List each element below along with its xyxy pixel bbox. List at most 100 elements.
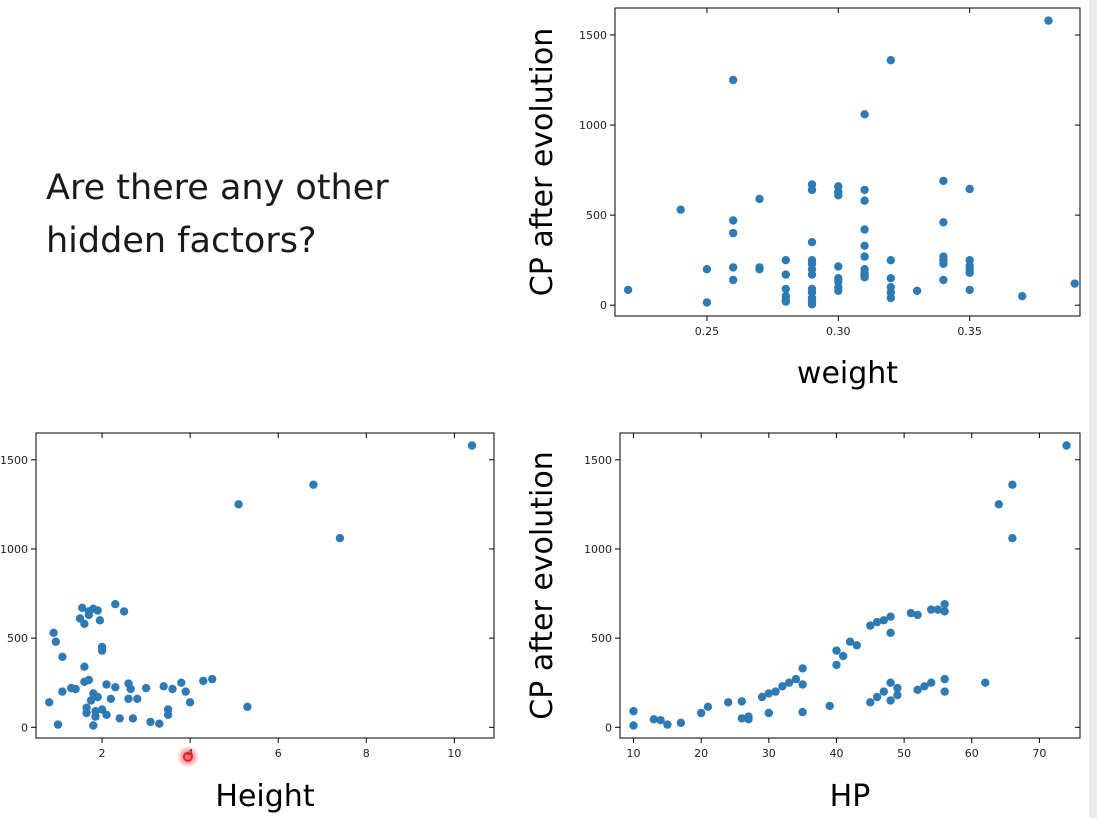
data-point [834, 286, 843, 295]
data-point [860, 185, 869, 195]
data-point [939, 259, 948, 268]
data-point [676, 718, 686, 727]
data-point [335, 534, 345, 543]
data-point [243, 702, 252, 711]
data-point [629, 721, 638, 730]
x-tick-label: 6 [275, 747, 282, 760]
data-point [798, 707, 807, 717]
data-point [119, 607, 129, 616]
data-point [623, 285, 633, 295]
x-tick-label: 10 [447, 747, 461, 760]
data-point [886, 56, 895, 65]
data-point [737, 697, 746, 706]
data-point [102, 680, 111, 689]
data-point [933, 605, 943, 614]
x-tick-label: 0.25 [695, 325, 720, 338]
data-point [84, 610, 94, 620]
data-point [1070, 279, 1079, 288]
y-axis-label: CP after evolution [525, 451, 560, 719]
data-point [807, 270, 817, 279]
x-axis-label: HP [830, 779, 871, 814]
data-point [798, 664, 807, 673]
data-point [757, 692, 767, 702]
data-point [860, 241, 869, 250]
data-point [940, 674, 949, 684]
data-point [45, 698, 54, 707]
data-point [781, 256, 790, 265]
data-point [128, 714, 138, 723]
data-point [84, 675, 94, 685]
data-point [663, 720, 672, 729]
data-point [886, 256, 895, 265]
data-point [1018, 292, 1027, 301]
data-point [886, 678, 895, 687]
data-point [965, 285, 974, 295]
data-point [784, 678, 794, 687]
data-point [893, 691, 902, 700]
y-tick-label: 1000 [584, 543, 612, 556]
data-point [181, 687, 190, 696]
x-tick-label: 0.30 [826, 325, 851, 338]
data-point [163, 710, 173, 719]
data-point [141, 683, 151, 693]
data-point [913, 610, 922, 620]
x-tick-label: 30 [762, 747, 776, 760]
x-axis-label: Height [215, 779, 314, 814]
y-tick-label: 1500 [0, 454, 28, 467]
data-point [126, 684, 135, 694]
data-point [852, 641, 861, 650]
data-point [1044, 16, 1053, 25]
cursor-glow [176, 745, 199, 768]
y-tick-label: 1500 [584, 454, 612, 467]
data-point [872, 617, 882, 627]
data-point [771, 687, 780, 696]
y-tick-label: 500 [7, 632, 28, 645]
data-point [71, 684, 80, 694]
data-point [58, 652, 67, 661]
data-point [115, 714, 124, 723]
data-point [309, 480, 318, 489]
data-point [106, 694, 116, 703]
data-point [965, 268, 974, 277]
data-point [1008, 534, 1017, 543]
data-point [155, 719, 164, 728]
data-point [78, 603, 87, 612]
data-point [124, 694, 133, 703]
data-point [702, 298, 712, 307]
data-point [58, 687, 67, 696]
y-axis-label: CP after evolution [525, 28, 560, 296]
data-point [102, 710, 111, 719]
data-point [866, 621, 875, 630]
data-point [912, 286, 922, 295]
x-tick-label: 60 [965, 747, 979, 760]
data-point [807, 300, 817, 309]
data-point [111, 683, 120, 692]
data-point [703, 702, 713, 711]
data-point [886, 274, 895, 283]
data-point [676, 205, 685, 214]
plot-frame [614, 7, 1081, 317]
data-point [893, 683, 902, 693]
y-tick-label: 500 [586, 209, 607, 222]
slide-title: Are there any other hidden factors? [46, 162, 486, 268]
data-point [51, 637, 60, 646]
data-point [93, 692, 102, 702]
y-tick-label: 0 [600, 299, 607, 312]
chart-hp: 10 20 30 40 50 60 70 0 500 1000 1500 HP CP after evo… [525, 432, 1081, 814]
data-point [939, 176, 948, 186]
data-point [80, 662, 89, 671]
data-point [927, 605, 936, 614]
data-point [860, 110, 869, 119]
data-point [111, 600, 120, 609]
x-axis-label: weight [797, 356, 898, 391]
x-tick-label: 10 [627, 747, 641, 760]
mouse-cursor-highlight [176, 745, 199, 768]
y-tick-label: 0 [605, 721, 612, 734]
data-point [744, 715, 753, 724]
data-point [764, 689, 773, 698]
slide-title-line-2: hidden factors? [46, 221, 317, 261]
data-point [49, 628, 58, 637]
data-point [913, 685, 922, 694]
data-point [781, 297, 790, 306]
